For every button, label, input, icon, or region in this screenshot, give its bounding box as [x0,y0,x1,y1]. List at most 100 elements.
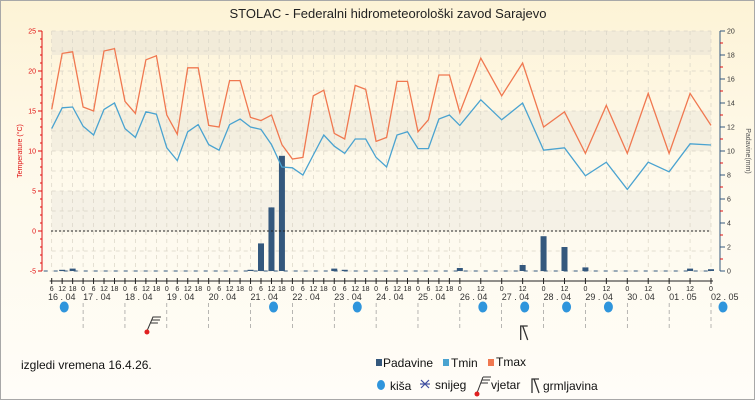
right-tick-label: 0 [727,269,731,276]
right-tick-label: 12 [727,125,735,132]
hour-label: 18 [152,286,160,293]
legend-tmin: Tmin [451,356,478,370]
hour-label: 0 [709,286,713,293]
hour-label: 6 [259,286,263,293]
hour-label: 12 [561,286,569,293]
hour-label: 18 [362,286,370,293]
precip-bar [456,268,463,271]
right-tick-label: 2 [727,245,731,252]
left-tick-label: 0 [32,229,36,236]
hour-label: 0 [290,286,294,293]
right-tick-label: 4 [727,221,731,228]
hour-label: 12 [519,286,527,293]
rain-icon [562,301,572,313]
hour-label: 18 [445,286,453,293]
precip-bars [43,155,714,272]
day-label: 26 . 04 [460,292,488,302]
thunder-icon [531,378,540,394]
precip-bar [687,268,694,271]
left-axis-label: Temperature (°C) [16,124,24,178]
grid [51,30,712,272]
legend-grmljavina: grmljavina [543,379,598,393]
weather-symbols [59,301,728,341]
precip-bar [69,268,76,271]
day-label: 17 . 04 [83,292,111,302]
hour-label: 12 [351,286,359,293]
hour-label: 12 [184,286,192,293]
hour-label: 18 [69,286,77,293]
day-label: 29 . 04 [585,292,613,302]
precip-bar [519,265,526,271]
hour-label: 12 [393,286,401,293]
tmax-line [51,47,712,160]
precip-bar [247,269,254,271]
hour-label: 6 [133,286,137,293]
hour-label: 18 [404,286,412,293]
right-axis-label: Padavine(mm) [744,128,751,174]
legend-tmax: Tmax [496,355,526,369]
hour-label: 0 [374,286,378,293]
day-label: 23 . 04 [334,292,362,302]
hour-label: 0 [542,286,546,293]
right-tick-label: 6 [727,197,731,204]
wind-icon-dot [144,329,150,335]
precip-bar [582,267,589,271]
right-tick-label: 16 [727,77,735,84]
legend-kisa: kiša [390,379,412,393]
right-tick-label: 8 [727,173,731,180]
right-tick-label: 10 [727,149,735,156]
day-label: 18 . 04 [125,292,153,302]
series-legend: Padavine Tmin Tmax [376,355,526,370]
legend-snijeg: snijeg [435,378,466,392]
rain-icon [603,301,613,313]
rain-icon [377,380,385,390]
day-label: 28 . 04 [544,292,572,302]
chart-title: STOLAC - Federalni hidrometeorološki zav… [230,6,547,21]
legend-vjetar: vjetar [491,378,520,392]
precip-bar [341,269,348,271]
snow-icon [420,379,430,389]
left-tick-label: 15 [28,109,36,116]
wind-icon [474,376,491,397]
rain-icon [520,301,530,313]
rain-icon [478,301,488,313]
hour-label: 0 [332,286,336,293]
hour-label: 6 [301,286,305,293]
hour-label: 12 [142,286,150,293]
hour-label: 12 [309,286,317,293]
hour-label: 0 [458,286,462,293]
hour-label: 0 [123,286,127,293]
hour-label: 0 [500,286,504,293]
hour-label: 6 [92,286,96,293]
precip-bar [561,247,568,271]
precip-bar [268,207,275,271]
hour-label: 0 [249,286,253,293]
hour-label: 12 [644,286,652,293]
left-tick-label: 25 [28,29,36,36]
left-tick-label: 5 [32,189,36,196]
hour-label: 18 [320,286,328,293]
hour-label: 12 [602,286,610,293]
hour-label: 6 [343,286,347,293]
hour-label: 12 [100,286,108,293]
hour-label: 0 [667,286,671,293]
rain-icon [269,301,279,313]
day-label: 27 . 04 [502,292,530,302]
day-label: 02 . 05 [711,292,739,302]
hour-label: 18 [194,286,202,293]
hour-label: 0 [583,286,587,293]
day-label: 21 . 04 [251,292,279,302]
day-label: 24 . 04 [376,292,404,302]
hour-label: 6 [385,286,389,293]
hour-label: 0 [625,286,629,293]
forecast-date-note: izgledi vremena 16.4.26. [21,358,152,372]
right-tick-label: 14 [727,101,735,108]
hour-label: 0 [165,286,169,293]
rain-icon [352,301,362,313]
left-tick-label: 20 [28,69,36,76]
precip-bar [331,268,338,271]
symbol-legend: kiša snijeg vjetar grmljavina [377,376,598,397]
wind-icon [146,316,161,332]
precip-bar [540,236,547,271]
